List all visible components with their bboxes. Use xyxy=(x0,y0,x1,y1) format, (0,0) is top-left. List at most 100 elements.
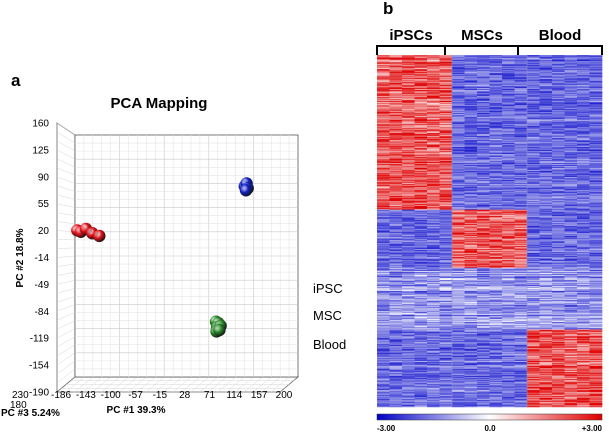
heatmap-cell xyxy=(564,66,578,68)
heatmap-cell xyxy=(564,140,578,142)
heatmap-cell xyxy=(452,140,465,142)
heatmap-cell xyxy=(389,86,403,88)
heatmap-cell xyxy=(539,178,553,180)
heatmap-cell xyxy=(539,112,553,114)
heatmap-cell xyxy=(577,139,590,141)
heatmap-cell xyxy=(527,56,540,58)
heatmap-cell xyxy=(577,76,590,78)
heatmap-cell xyxy=(439,94,453,96)
heatmap-cell xyxy=(477,113,490,115)
grid-line xyxy=(56,247,76,249)
heatmap-cell xyxy=(389,92,403,94)
heatmap-cell xyxy=(427,148,440,150)
heatmap-cell xyxy=(402,73,415,75)
heatmap-cell xyxy=(552,162,565,164)
heatmap-cell xyxy=(577,102,590,104)
heatmap-cell xyxy=(527,125,540,127)
heatmap-cell xyxy=(564,58,578,60)
heatmap-cell xyxy=(514,150,528,152)
heatmap-cell xyxy=(402,154,415,156)
heatmap-cell xyxy=(539,62,553,64)
heatmap-cell xyxy=(577,116,590,118)
heatmap-cell xyxy=(427,156,440,158)
heatmap-cell xyxy=(514,90,528,92)
heatmap-cell xyxy=(414,101,428,103)
heatmap-cell xyxy=(577,178,590,180)
heatmap-cell xyxy=(564,177,578,179)
heatmap-cell xyxy=(389,152,403,154)
heatmap-cell xyxy=(514,85,528,87)
heatmap-cell xyxy=(389,167,403,169)
heatmap-cell xyxy=(527,113,540,115)
heatmap-cell xyxy=(427,75,440,77)
heatmap-cell xyxy=(552,66,565,68)
heatmap-cell xyxy=(414,72,428,74)
heatmap-cell xyxy=(477,59,490,61)
heatmap-cell xyxy=(589,99,603,101)
heatmap-cell xyxy=(427,178,440,180)
heatmap-cell xyxy=(527,61,540,63)
heatmap-cell xyxy=(427,121,440,123)
heatmap-cell xyxy=(402,160,415,163)
heatmap-cell xyxy=(477,108,490,110)
heatmap-cell xyxy=(527,130,540,132)
y-tick-label: -190 xyxy=(29,388,49,399)
heatmap-cell xyxy=(389,101,403,103)
heatmap-cell xyxy=(514,71,528,73)
heatmap-cell xyxy=(564,60,578,62)
heatmap-cell xyxy=(477,124,490,126)
heatmap-cell xyxy=(564,78,578,80)
heatmap-cell xyxy=(377,157,390,159)
heatmap-cell xyxy=(427,126,440,128)
heatmap-cell xyxy=(477,89,490,91)
heatmap-cell xyxy=(514,58,528,60)
heatmap-cell xyxy=(589,96,603,98)
heatmap-cell xyxy=(564,170,578,172)
heatmap-cell xyxy=(489,65,503,67)
heatmap-cell xyxy=(564,116,578,118)
heatmap-cell xyxy=(539,75,553,77)
heatmap-cell xyxy=(539,133,553,135)
heatmap-cell xyxy=(589,58,603,60)
legend-msc: MSC xyxy=(313,308,342,323)
heatmap-cell xyxy=(377,162,390,164)
heatmap-cell xyxy=(564,81,578,83)
heatmap-cell xyxy=(389,153,403,155)
heatmap-cell xyxy=(589,143,603,145)
heatmap-cell xyxy=(427,175,440,177)
pca-y-axis-label: PC #2 18.8% xyxy=(15,228,26,287)
heatmap-cell xyxy=(502,123,515,125)
heatmap-cell xyxy=(552,127,565,129)
heatmap-cell xyxy=(464,101,478,103)
heatmap-cell xyxy=(502,107,515,109)
heatmap-cell xyxy=(427,80,440,82)
heatmap-cell xyxy=(539,150,553,152)
heatmap-cell xyxy=(552,178,565,180)
heatmap-cell xyxy=(414,75,428,77)
heatmap-cell xyxy=(402,80,415,82)
heatmap-cell xyxy=(539,155,553,157)
y-tick-label: 160 xyxy=(32,119,49,130)
heatmap-cell xyxy=(389,88,403,90)
heatmap-cell xyxy=(589,109,603,111)
heatmap-cell xyxy=(514,172,528,174)
heatmap-cell xyxy=(552,167,565,169)
heatmap-cell xyxy=(489,64,503,66)
heatmap-cell xyxy=(539,125,553,127)
heatmap-cell xyxy=(477,173,490,175)
heatmap-cell xyxy=(552,80,565,82)
heatmap-cell xyxy=(402,74,415,76)
heatmap-cell xyxy=(414,79,428,81)
heatmap-cell xyxy=(489,74,503,76)
heatmap-cell xyxy=(402,110,415,112)
heatmap-cell xyxy=(377,83,390,85)
heatmap-cell xyxy=(564,56,578,58)
heatmap-cell xyxy=(589,170,603,172)
heatmap-cell xyxy=(502,95,515,97)
heatmap-cell xyxy=(577,150,590,152)
heatmap-cell xyxy=(502,59,515,61)
heatmap-cell xyxy=(552,171,565,173)
heatmap-cell xyxy=(552,168,565,170)
heatmap-cell xyxy=(552,113,565,115)
heatmap-cell xyxy=(377,56,390,58)
